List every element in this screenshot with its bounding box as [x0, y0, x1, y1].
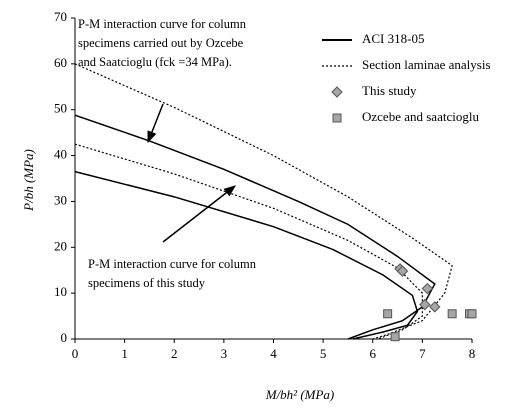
x-tick-label: 8 [469, 346, 476, 361]
marker-diamond [429, 301, 441, 313]
marker-diamond [421, 282, 434, 295]
x-tick-label: 6 [370, 346, 377, 361]
y-tick-label: 20 [54, 238, 67, 253]
x-tick-label: 0 [72, 346, 79, 361]
arrow [147, 103, 164, 144]
y-tick-label: 0 [61, 330, 68, 345]
series-line [74, 63, 453, 340]
legend-label: Ozcebe and saatcioglu [362, 109, 479, 124]
marker-diamond [396, 265, 409, 277]
marker-square [390, 332, 400, 342]
legend-label: This study [362, 83, 417, 98]
legend-swatch [331, 86, 343, 98]
y-tick-label: 40 [54, 147, 67, 162]
marker-diamond [419, 298, 431, 311]
x-axis-label: M/bh² (MPa) [265, 387, 335, 402]
arrow [162, 185, 236, 243]
series-line [74, 114, 436, 340]
annotation-line: P-M interaction curve for column [78, 17, 247, 31]
annotation-line: and Saatcioglu (fck =34 MPa). [78, 55, 232, 69]
annotation-ozcebe: P-M interaction curve for column specimen… [78, 17, 247, 69]
y-tick-label: 30 [54, 192, 67, 207]
x-tick-label: 4 [270, 346, 277, 361]
y-tick-label: 60 [54, 55, 67, 70]
annotation-line: P-M interaction curve for column [88, 257, 257, 271]
y-tick-label: 50 [54, 101, 67, 116]
annotation-line: specimens carried out by Ozcebe [78, 36, 244, 50]
x-tick-label: 2 [171, 346, 178, 361]
y-tick-label: 70 [54, 9, 67, 24]
legend-label: ACI 318-05 [362, 31, 424, 46]
y-tick-label: 10 [54, 284, 67, 299]
y-axis-label: P/bh (MPa) [21, 149, 36, 212]
marker-square [383, 309, 393, 319]
x-tick-label: 3 [221, 346, 228, 361]
marker-square [467, 309, 477, 319]
x-tick-label: 7 [419, 346, 426, 361]
x-tick-label: 5 [320, 346, 327, 361]
legend-swatch [332, 113, 342, 123]
marker-square [447, 309, 457, 319]
annotation-line: specimens of this study [88, 276, 206, 290]
x-tick-label: 1 [121, 346, 128, 361]
annotation-this-study: P-M interaction curve for column specimen… [88, 257, 257, 290]
legend-label: Section laminae analysis [362, 57, 491, 72]
